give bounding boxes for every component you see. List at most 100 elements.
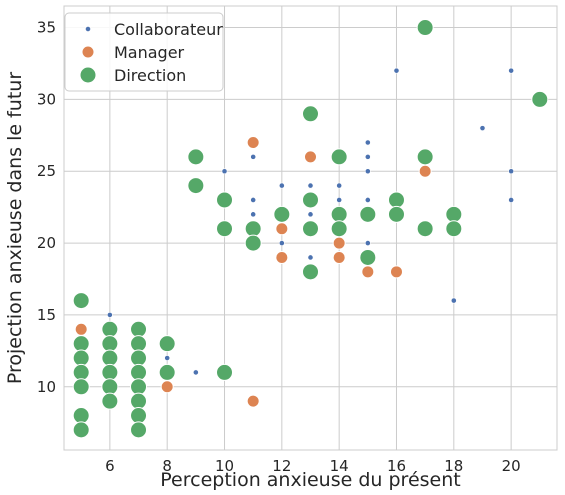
x-tick-label: 14 [330,457,349,475]
legend-label: Direction [114,66,186,85]
data-point [275,250,289,264]
data-point [221,168,228,175]
y-tick-label: 30 [37,90,56,108]
y-tick-label: 25 [37,162,56,180]
data-point [364,139,371,146]
data-point [158,363,176,381]
data-point [302,191,319,209]
data-point [72,292,90,310]
data-point [273,205,291,223]
data-point [307,211,314,218]
data-point [216,220,234,238]
data-point [72,378,90,396]
data-point [416,220,434,238]
legend-label: Manager [114,43,185,62]
legend-marker [81,45,95,59]
data-point [101,378,119,396]
data-point [130,378,148,396]
data-point [445,205,463,223]
data-point [387,191,405,209]
x-tick-labels: 6 8 10 12 14 16 18 20 [105,457,521,475]
data-point [302,220,319,238]
legend-marker [85,26,91,32]
data-point [74,322,88,336]
data-point [216,363,234,381]
data-point [158,335,176,353]
series-direction [72,19,549,439]
data-point [160,380,174,394]
plot-frame [63,5,558,451]
data-point [302,105,319,123]
legend-marker [79,66,97,84]
data-point [72,363,90,381]
y-tick-labels: 10 15 20 25 30 35 [37,19,56,396]
data-point [130,335,148,353]
x-tick-label: 16 [387,457,406,475]
data-point [304,150,317,164]
data-point [130,421,148,439]
data-point [130,407,148,425]
data-point [332,250,346,264]
data-point [389,265,403,279]
data-point [450,297,457,304]
data-point [130,349,148,367]
data-point [508,67,515,74]
data-point [187,177,205,195]
data-point [508,168,515,175]
data-point [364,168,371,175]
data-point [101,320,119,338]
data-point [250,197,257,203]
data-point [216,191,234,209]
y-tick-label: 35 [37,19,56,37]
data-point [302,263,319,281]
data-point [364,153,371,160]
data-point [130,392,148,410]
data-point [106,312,113,318]
data-point [250,153,257,160]
x-tick-label: 18 [444,457,463,475]
data-point [250,211,257,218]
x-axis-label: Perception anxieuse du présent [160,469,460,491]
data-point [479,125,486,132]
data-point [336,182,343,189]
legend: Collaborateur Manager Direction [64,12,224,92]
data-point [330,148,348,166]
data-point [130,320,148,338]
legend-box [64,12,224,92]
data-point [101,363,119,381]
data-point [130,363,148,381]
legend-label: Collaborateur [114,20,223,39]
data-point [164,355,171,361]
data-point [332,236,346,250]
data-point [187,148,205,166]
data-point [418,164,432,178]
data-point [72,421,90,439]
x-tick-label: 20 [502,457,521,475]
data-point [278,182,285,189]
data-point [336,197,343,203]
data-point [361,265,375,279]
data-point [72,335,90,353]
y-tick-label: 20 [37,234,56,252]
x-tick-label: 12 [272,457,291,475]
data-point [307,182,314,189]
data-point [244,220,262,238]
data-point [445,220,463,238]
data-point [330,205,348,223]
data-point [364,240,371,246]
data-point [416,19,434,37]
series-manager [74,136,432,408]
data-point [72,407,90,425]
data-point [330,220,348,238]
data-point [359,205,377,223]
x-tick-label: 8 [162,457,172,475]
data-point [246,394,260,408]
data-point [393,67,400,74]
data-points [72,19,549,439]
data-point [508,197,515,203]
data-point [416,148,434,166]
y-tick-label: 10 [37,378,56,396]
x-tick-label: 6 [105,457,115,475]
y-tick-label: 15 [37,306,56,324]
